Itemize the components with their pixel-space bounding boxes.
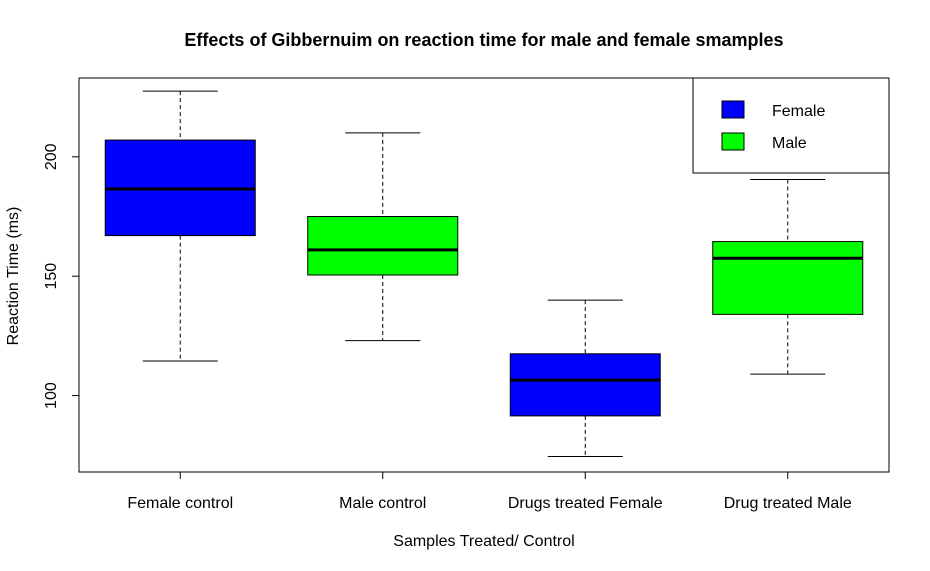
x-axis-label: Samples Treated/ Control — [393, 533, 574, 550]
iqr-box — [712, 241, 864, 315]
legend-box — [692, 77, 890, 174]
box-group-2 — [307, 132, 459, 342]
boxes-layer — [104, 90, 864, 457]
x-tick-label: Female control — [127, 495, 233, 512]
y-axis: 100 150 200 — [43, 143, 80, 409]
x-axis: Female control Male control Drugs treated … — [127, 471, 852, 512]
legend-label-male: Male — [772, 135, 807, 152]
box-group-3 — [509, 299, 661, 457]
y-tick-label: 100 — [43, 382, 60, 409]
iqr-box — [307, 215, 459, 276]
x-tick-label: Drugs treated Female — [508, 495, 663, 512]
box-group-4 — [712, 178, 864, 375]
y-tick-label: 150 — [43, 263, 60, 290]
legend-label-female: Female — [772, 103, 825, 120]
iqr-box — [509, 353, 661, 417]
legend-swatch-female — [721, 100, 745, 119]
x-tick-label: Drug treated Male — [724, 495, 852, 512]
legend: Female Male — [692, 77, 890, 174]
y-axis-label: Reaction Time (ms) — [5, 207, 22, 346]
x-tick-label: Male control — [339, 495, 426, 512]
box-group-1 — [104, 90, 256, 362]
chart-title: Effects of Gibbernuim on reaction time f… — [184, 30, 783, 50]
y-tick-label: 200 — [43, 143, 60, 170]
legend-swatch-male — [721, 132, 745, 151]
